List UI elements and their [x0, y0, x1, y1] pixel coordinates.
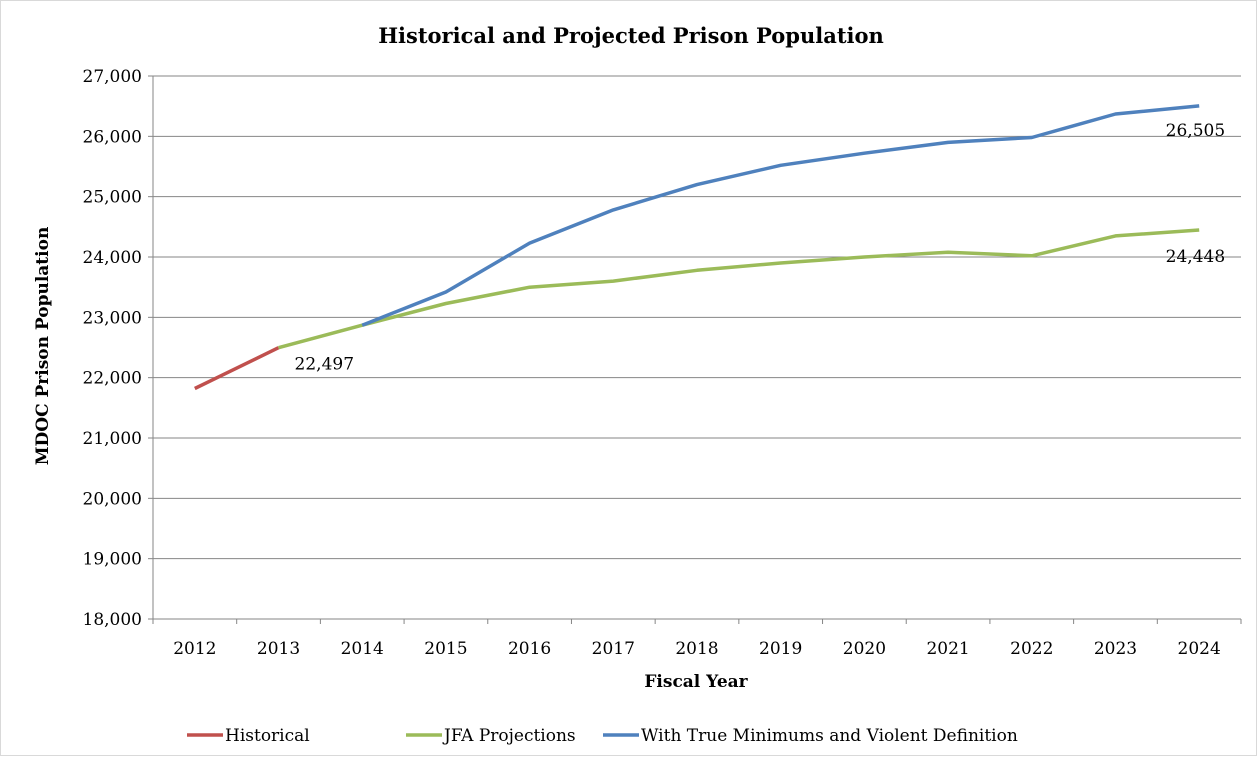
x-tick-label: 2021 — [926, 639, 969, 659]
y-tick-label: 18,000 — [83, 610, 142, 630]
data-labels: 22,497 24,448 26,505 — [295, 121, 1226, 375]
series-line-jfa-projections — [278, 228, 1200, 350]
x-axis-title: Fiscal Year — [644, 672, 748, 692]
legend-label: JFA Projections — [442, 726, 576, 746]
x-tick-label: 2017 — [592, 639, 635, 659]
y-tick-label: 27,000 — [83, 67, 142, 87]
x-tick-label: 2019 — [759, 639, 802, 659]
series-line-historical — [194, 346, 280, 391]
y-axis-ticks: 18,000 19,000 20,000 21,000 22,000 23,000 24,0… — [83, 67, 153, 630]
y-tick-label: 24,000 — [83, 248, 142, 268]
chart-title: Historical and Projected Prison Populati… — [378, 23, 884, 48]
x-tick-label: 2015 — [424, 639, 467, 659]
legend-label: With True Minimums and Violent Definitio… — [641, 726, 1018, 746]
y-tick-label: 23,000 — [83, 308, 142, 328]
series-lines — [194, 104, 1200, 391]
y-tick-label: 21,000 — [83, 429, 142, 449]
series-line-with-true-minimums-and-violent-definition — [361, 104, 1200, 327]
y-tick-label: 20,000 — [83, 489, 142, 509]
gridlines — [152, 75, 1241, 620]
legend: Historical JFA Projections With True Minim… — [187, 726, 1018, 746]
legend-label: Historical — [225, 726, 310, 746]
x-tick-label: 2016 — [508, 639, 551, 659]
y-tick-label: 26,000 — [83, 127, 142, 147]
x-tick-label: 2020 — [843, 639, 886, 659]
x-tick-label: 2018 — [675, 639, 718, 659]
data-label: 26,505 — [1166, 121, 1225, 141]
y-tick-label: 19,000 — [83, 550, 142, 570]
x-tick-label: 2014 — [341, 639, 384, 659]
y-tick-label: 25,000 — [83, 188, 142, 208]
y-tick-label: 22,000 — [83, 369, 142, 389]
x-tick-label: 2012 — [173, 639, 216, 659]
x-tick-label: 2024 — [1178, 639, 1221, 659]
x-axis-ticks: 2012 2013 2014 2015 2016 2017 2018 2019 2020 2021… — [152, 619, 1242, 659]
data-label: 24,448 — [1166, 247, 1225, 267]
x-tick-label: 2013 — [257, 639, 300, 659]
y-axis-title: MDOC Prison Population — [33, 227, 53, 466]
x-tick-label: 2023 — [1094, 639, 1137, 659]
x-tick-label: 2022 — [1010, 639, 1053, 659]
data-label: 22,497 — [295, 355, 354, 375]
